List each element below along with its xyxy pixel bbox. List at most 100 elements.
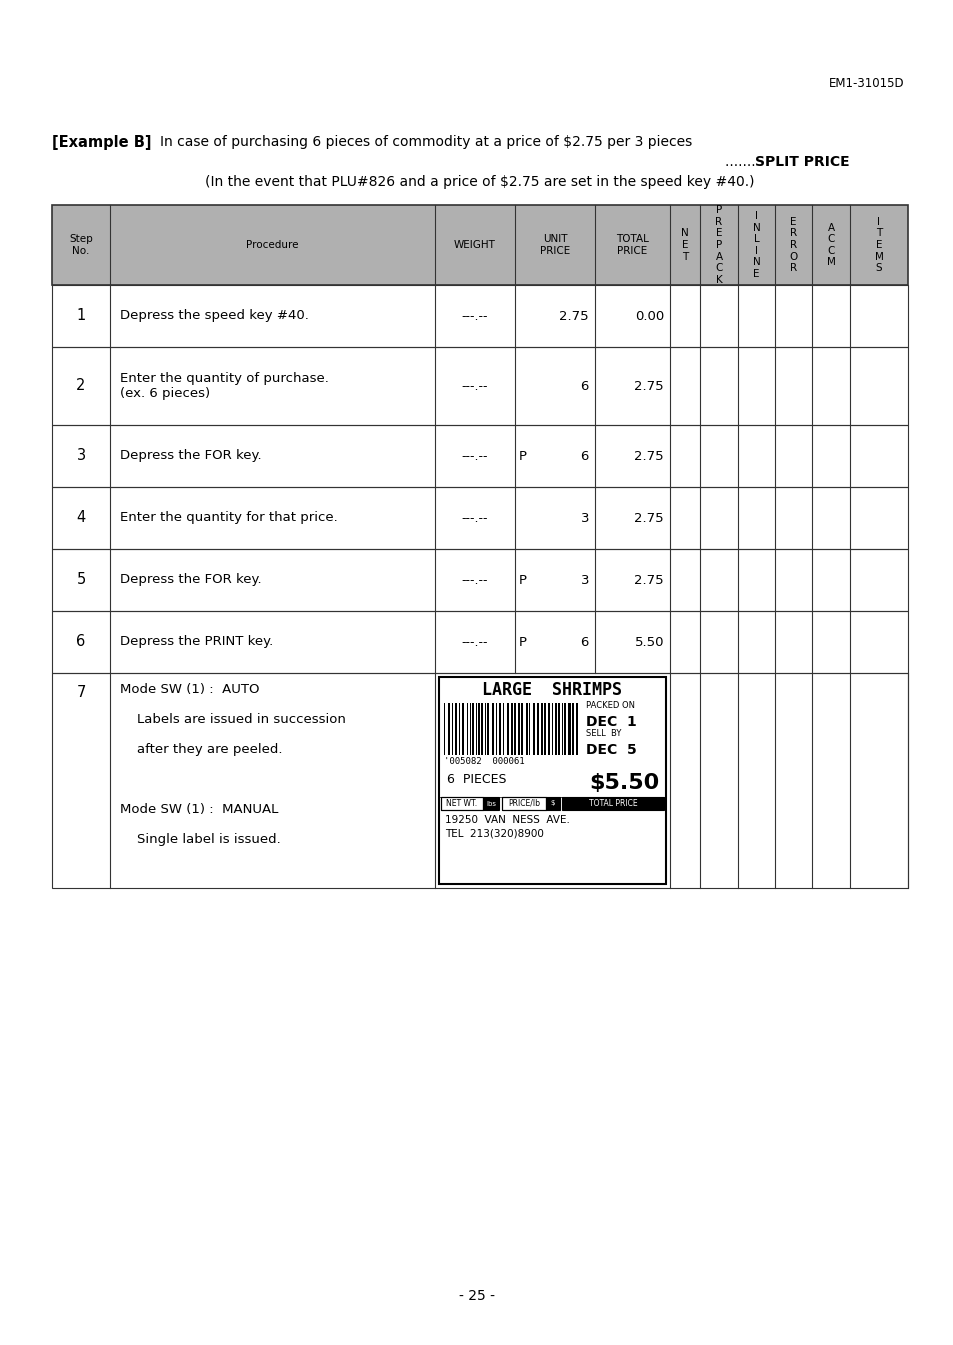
Text: DEC  5: DEC 5: [585, 742, 636, 757]
Bar: [521, 703, 523, 755]
Bar: [52, 672, 907, 888]
Bar: [511, 703, 513, 755]
Text: after they are peeled.: after they are peeled.: [120, 742, 282, 756]
Text: TEL  213(320)8900: TEL 213(320)8900: [444, 829, 543, 839]
Text: UNIT
PRICE: UNIT PRICE: [539, 234, 570, 256]
Text: P
R
E
P
A
C
K: P R E P A C K: [715, 206, 722, 285]
Text: 6: 6: [76, 635, 86, 650]
Bar: [52, 425, 907, 487]
Bar: [496, 703, 497, 755]
Bar: [558, 703, 560, 755]
Bar: [455, 703, 457, 755]
Text: 1: 1: [76, 308, 86, 324]
Bar: [472, 703, 474, 755]
Bar: [438, 677, 665, 884]
Text: [Example B]: [Example B]: [52, 134, 152, 151]
Bar: [52, 204, 907, 285]
Text: A
C
C
M: A C C M: [825, 223, 835, 268]
Text: 6: 6: [580, 635, 588, 648]
Text: Mode SW (1) :  AUTO: Mode SW (1) : AUTO: [120, 683, 259, 695]
Text: (In the event that PLU#826 and a price of $2.75 are set in the speed key #40.): (In the event that PLU#826 and a price o…: [205, 175, 754, 190]
Text: .......: .......: [724, 155, 760, 169]
Text: Depress the FOR key.: Depress the FOR key.: [120, 449, 261, 463]
Text: 3: 3: [579, 573, 588, 586]
Bar: [484, 703, 485, 755]
Text: PRICE/lb: PRICE/lb: [507, 799, 539, 808]
Bar: [499, 703, 500, 755]
Bar: [52, 285, 907, 347]
Bar: [481, 703, 482, 755]
Bar: [563, 703, 566, 755]
Bar: [529, 703, 530, 755]
Bar: [52, 672, 907, 888]
Bar: [501, 798, 545, 810]
Bar: [548, 703, 550, 755]
Bar: [52, 425, 907, 487]
Text: Mode SW (1) :  MANUAL: Mode SW (1) : MANUAL: [120, 803, 278, 816]
Text: - 25 -: - 25 -: [458, 1289, 495, 1303]
Text: '005082  000061: '005082 000061: [443, 757, 524, 767]
Text: 2.75: 2.75: [634, 379, 663, 393]
Text: 19250  VAN  NESS  AVE.: 19250 VAN NESS AVE.: [444, 815, 569, 824]
Bar: [458, 703, 460, 755]
Bar: [52, 611, 907, 672]
Bar: [52, 347, 907, 425]
Bar: [561, 703, 562, 755]
Text: N
E
T: N E T: [680, 229, 688, 261]
Bar: [440, 798, 482, 810]
Bar: [552, 703, 553, 755]
Bar: [52, 487, 907, 549]
Bar: [568, 703, 571, 755]
Bar: [537, 703, 538, 755]
Text: 3: 3: [579, 511, 588, 525]
Bar: [506, 703, 509, 755]
Text: P: P: [518, 635, 526, 648]
Bar: [52, 549, 907, 611]
Bar: [482, 798, 498, 810]
Bar: [545, 798, 559, 810]
Text: ---.--: ---.--: [461, 449, 488, 463]
Text: Depress the PRINT key.: Depress the PRINT key.: [120, 635, 273, 648]
Text: I
N
L
I
N
E: I N L I N E: [752, 211, 760, 278]
Text: LARGE  SHRIMPS: LARGE SHRIMPS: [482, 681, 622, 699]
Bar: [533, 703, 535, 755]
Text: Depress the speed key #40.: Depress the speed key #40.: [120, 309, 309, 323]
Bar: [52, 549, 907, 611]
Bar: [540, 703, 542, 755]
Text: TOTAL
PRICE: TOTAL PRICE: [616, 234, 648, 256]
Text: EM1-31015D: EM1-31015D: [828, 77, 904, 90]
Text: SPLIT PRICE: SPLIT PRICE: [754, 155, 849, 169]
Text: 2.75: 2.75: [634, 573, 663, 586]
Text: WEIGHT: WEIGHT: [454, 239, 496, 250]
Bar: [482, 798, 498, 810]
Text: Depress the FOR key.: Depress the FOR key.: [120, 573, 261, 586]
Bar: [52, 204, 907, 285]
Text: Enter the quantity for that price.: Enter the quantity for that price.: [120, 511, 337, 525]
Text: $: $: [550, 800, 555, 807]
Bar: [470, 703, 471, 755]
Text: Enter the quantity of purchase.
(ex. 6 pieces): Enter the quantity of purchase. (ex. 6 p…: [120, 373, 329, 399]
Text: 2: 2: [76, 378, 86, 394]
Text: ---.--: ---.--: [461, 635, 488, 648]
Text: PACKED ON: PACKED ON: [585, 701, 634, 710]
Text: 7: 7: [76, 685, 86, 699]
Text: 6: 6: [580, 449, 588, 463]
Text: ---.--: ---.--: [461, 379, 488, 393]
Text: 3: 3: [76, 448, 86, 464]
Bar: [443, 703, 445, 755]
Text: NET WT.: NET WT.: [446, 799, 477, 808]
Text: 2.75: 2.75: [634, 511, 663, 525]
Text: I
T
E
M
S: I T E M S: [874, 217, 882, 273]
Text: Single label is issued.: Single label is issued.: [120, 833, 280, 846]
Bar: [576, 703, 578, 755]
Text: 6: 6: [580, 379, 588, 393]
Text: 0.00: 0.00: [634, 309, 663, 323]
Bar: [572, 703, 574, 755]
Text: 5.50: 5.50: [634, 635, 663, 648]
Text: ---.--: ---.--: [461, 309, 488, 323]
Text: 2.75: 2.75: [634, 449, 663, 463]
Bar: [467, 703, 468, 755]
Text: ---.--: ---.--: [461, 511, 488, 525]
Text: 2.75: 2.75: [558, 309, 588, 323]
Text: Procedure: Procedure: [246, 239, 298, 250]
